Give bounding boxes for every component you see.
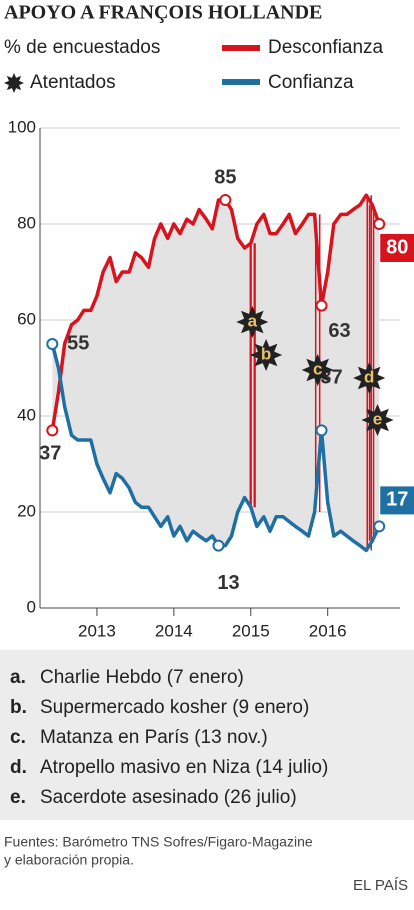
x-tick-label: 2015 [232, 621, 270, 640]
series-line [50, 193, 381, 431]
event-marker: b [261, 344, 271, 363]
legend-label: Confianza [268, 72, 354, 93]
event-marker: c [313, 359, 322, 378]
event-text: Supermercado kosher (9 enero) [40, 697, 309, 718]
value-label: 13 [217, 572, 239, 594]
chart-title: APOYO A FRANÇOIS HOLLANDE [4, 2, 322, 24]
y-tick-label: 20 [17, 501, 36, 520]
star-icon [361, 404, 394, 436]
point-marker [219, 194, 232, 206]
event-marker: e [373, 409, 382, 428]
star-icon [250, 339, 283, 371]
x-tick-label: 2014 [155, 621, 193, 640]
event-marker: d [364, 367, 374, 386]
brand: EL PAÍS [353, 877, 408, 894]
x-tick-label: 2016 [309, 621, 347, 640]
y-tick-label: 60 [17, 309, 36, 328]
value-label: 85 [214, 166, 236, 188]
label-box [380, 486, 414, 515]
y-tick-label: 100 [8, 117, 36, 136]
star-icon [353, 362, 386, 394]
key-box [0, 650, 414, 820]
event-key: c. [10, 727, 26, 748]
event-text: Sacerdote asesinado (26 julio) [40, 787, 297, 808]
star-icon [4, 73, 24, 93]
point-marker [212, 539, 225, 552]
event-key: d. [10, 757, 27, 778]
legend-swatch [222, 45, 260, 51]
y-tick-label: 40 [17, 405, 36, 424]
event-key: a. [10, 667, 26, 688]
legend-swatch [222, 79, 260, 85]
point-marker [315, 424, 328, 437]
y-label: % de encuestados [4, 37, 160, 58]
gap-area [52, 195, 380, 551]
value-label: 55 [67, 332, 89, 354]
value-label: 63 [328, 320, 350, 342]
legend-label: Desconfianza [268, 37, 384, 58]
event-key: e. [10, 787, 26, 808]
point-marker [46, 338, 59, 350]
star-icon [301, 354, 334, 386]
event-key: b. [10, 697, 27, 718]
point-marker [315, 299, 328, 312]
event-text: Atropello masivo en Niza (14 julio) [40, 757, 328, 778]
event-marker: a [248, 311, 258, 330]
source: y elaboración propia. [4, 852, 134, 868]
y-tick-label: 80 [17, 213, 36, 232]
star-icon [236, 306, 269, 338]
event-text: Charlie Hebdo (7 enero) [40, 667, 244, 688]
point-marker [373, 520, 386, 533]
event-text: Matanza en París (13 nov.) [40, 727, 268, 748]
x-tick-label: 2013 [78, 621, 116, 640]
events-legend: Atentados [30, 72, 116, 93]
point-marker [373, 218, 386, 230]
point-marker [46, 424, 59, 437]
value-label: 80 [386, 236, 408, 258]
value-label: 17 [386, 489, 408, 511]
source: Fuentes: Barómetro TNS Sofres/Figaro-Mag… [4, 834, 313, 850]
y-tick-label: 0 [27, 597, 36, 616]
value-label: 37 [39, 443, 61, 465]
label-box [380, 234, 414, 262]
